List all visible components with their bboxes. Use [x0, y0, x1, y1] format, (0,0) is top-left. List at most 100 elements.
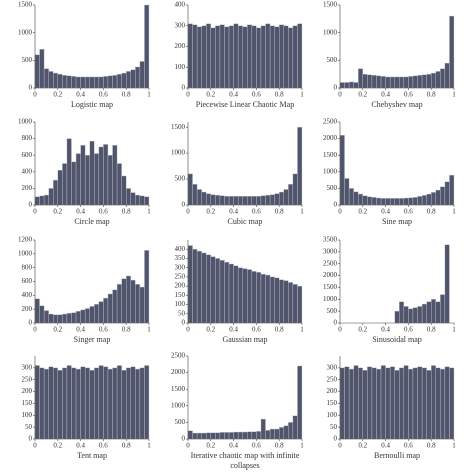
bar [192, 24, 198, 89]
x-tick-label: 1 [147, 91, 151, 99]
x-tick-label: 0.8 [427, 326, 436, 334]
x-tick-label: 0.6 [252, 91, 261, 99]
bar [256, 431, 262, 440]
bar [130, 69, 136, 89]
bar [187, 430, 193, 440]
x-tick-label: 0.4 [229, 208, 238, 216]
bar [408, 368, 414, 440]
bar [107, 293, 113, 324]
y-tick-label: 0 [29, 84, 33, 92]
bar [53, 72, 59, 89]
bar [112, 289, 118, 324]
bar [269, 276, 275, 324]
y-tick-label: 0 [29, 435, 33, 443]
bar [297, 285, 303, 324]
bar [130, 279, 136, 324]
bar [362, 370, 368, 440]
bar [344, 178, 350, 206]
bar [449, 174, 455, 206]
bar [107, 368, 113, 440]
y-tick-label: 0 [29, 201, 33, 209]
bar [435, 301, 441, 324]
y-tick-label: 500 [175, 418, 186, 426]
bar [385, 76, 391, 89]
y-tick-label: 200 [175, 282, 186, 290]
y-tick-label: 1000 [18, 249, 33, 257]
y-tick-label: 1500 [18, 1, 33, 9]
bar [125, 275, 131, 324]
x-tick-label: 0 [33, 442, 37, 450]
y-tick-label: 2500 [323, 118, 338, 126]
bar [112, 75, 118, 89]
x-tick-label: 0.8 [427, 208, 436, 216]
bar [94, 367, 100, 440]
bar [297, 126, 303, 206]
y-tick-label: 1000 [171, 401, 186, 409]
bar [279, 191, 284, 206]
bar [34, 298, 40, 324]
y-tick-label: 250 [22, 375, 33, 383]
bar [260, 273, 266, 324]
bar [421, 195, 427, 206]
x-tick-label: 0 [338, 208, 342, 216]
x-tick-label: 1 [452, 326, 456, 334]
bar [103, 144, 109, 206]
bar [353, 191, 359, 206]
bar [358, 68, 363, 89]
y-tick-label: 0 [29, 319, 33, 327]
y-tick-label: 50 [25, 423, 33, 431]
bar [344, 82, 350, 89]
y-tick-label: 1500 [323, 283, 338, 291]
bar [269, 194, 275, 206]
bar [206, 254, 212, 324]
y-tick-label: 1500 [323, 151, 338, 159]
bar [260, 418, 266, 440]
bar [283, 280, 289, 324]
bar [435, 71, 441, 89]
bar [135, 368, 141, 440]
bar [84, 308, 90, 324]
bar [358, 367, 363, 440]
bar [233, 195, 239, 206]
bar [260, 195, 266, 206]
bar [237, 267, 243, 324]
bar [297, 365, 303, 440]
bar [403, 76, 409, 89]
x-tick-label: 0.2 [358, 208, 367, 216]
bar [201, 252, 207, 324]
bar [412, 367, 418, 440]
bar [228, 195, 234, 206]
bar [196, 26, 202, 89]
bar [339, 82, 345, 89]
bar [130, 366, 136, 440]
bar [48, 71, 54, 89]
y-tick-label: 0 [182, 201, 186, 209]
x-tick-label: 1 [452, 208, 456, 216]
bar [380, 198, 386, 206]
x-tick-label: 0.6 [404, 326, 413, 334]
bar [417, 366, 423, 440]
bar [426, 370, 432, 440]
bar [265, 274, 271, 324]
y-tick-label: 0 [334, 201, 338, 209]
bar [57, 169, 63, 206]
bar [292, 415, 298, 440]
bar [39, 367, 45, 440]
x-tick-label: 0.4 [229, 442, 238, 450]
bar [144, 250, 150, 324]
bar [440, 294, 446, 324]
bar [403, 365, 409, 440]
bar [196, 432, 202, 440]
bar [215, 194, 221, 206]
bar [53, 314, 59, 324]
bar [288, 27, 294, 89]
x-tick-label: 0 [33, 326, 37, 334]
x-tick-label: 0 [338, 442, 342, 450]
bar [399, 76, 405, 89]
bar [353, 82, 359, 89]
bar [389, 198, 395, 206]
x-tick-label: 0.8 [122, 326, 131, 334]
bar [224, 261, 230, 324]
bar [187, 23, 193, 89]
bar [107, 154, 113, 206]
